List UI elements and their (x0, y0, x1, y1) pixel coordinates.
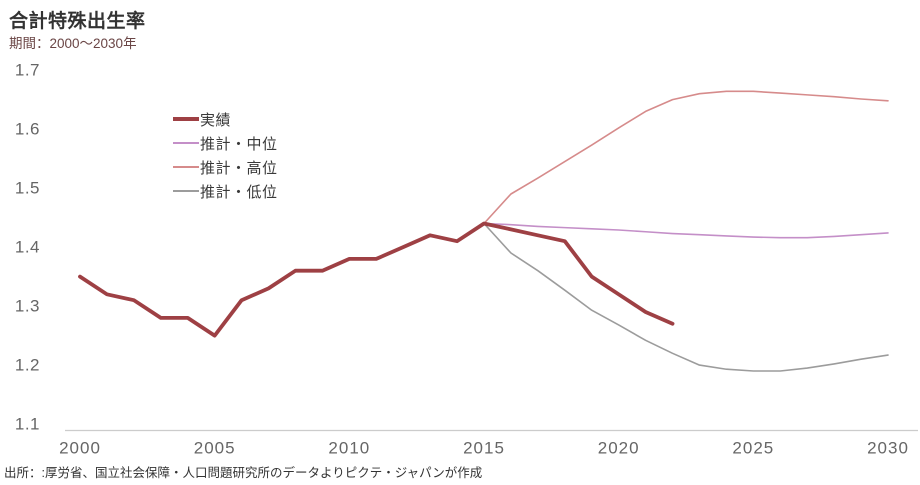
x-axis-tick-label: 2000 (59, 439, 101, 458)
legend-item-actual: 実績 (173, 111, 278, 129)
x-axis-tick-label: 2005 (194, 439, 236, 458)
series-line-projection-low (483, 222, 889, 372)
series-line-projection-medium (483, 222, 889, 239)
y-axis-tick-label: 1.4 (15, 238, 40, 257)
y-axis-tick-label: 1.3 (15, 297, 40, 316)
y-axis-tick-label: 1.2 (15, 356, 40, 375)
page-subtitle: 期間：2000～2030年 (9, 36, 137, 51)
legend-label-projection-high: 推計・高位 (200, 159, 278, 177)
x-axis-tick-label: 2020 (598, 439, 640, 458)
legend-label-actual: 実績 (200, 111, 232, 129)
series-line-projection-high (483, 90, 889, 225)
x-axis-tick-label: 2015 (463, 439, 505, 458)
projection-medium-line-icon (173, 142, 199, 144)
x-axis-tick-label: 2030 (867, 439, 909, 458)
x-axis-tick-label: 2010 (328, 439, 370, 458)
x-axis-tick-label: 2025 (732, 439, 774, 458)
y-axis-tick-label: 1.7 (15, 61, 40, 80)
y-axis-tick-label: 1.6 (15, 120, 40, 139)
legend-item-projection-low: 推計・低位 (173, 183, 278, 201)
legend-label-projection-medium: 推計・中位 (200, 135, 278, 153)
legend-item-projection-medium: 推計・中位 (173, 135, 278, 153)
projection-low-line-icon (173, 190, 199, 192)
legend-item-projection-high: 推計・高位 (173, 159, 278, 177)
series-line-actual (78, 221, 675, 338)
y-axis-tick-label: 1.1 (15, 415, 40, 434)
y-axis-tick-label: 1.5 (15, 179, 40, 198)
projection-high-line-icon (173, 166, 199, 168)
source-note: 出所：:厚労省、国立社会保障・人口問題研究所のデータよりピクテ・ジャパンが作成 (4, 466, 483, 480)
chart-legend: 実績 推計・中位 推計・高位 推計・低位 (173, 111, 278, 201)
actual-line-icon (173, 117, 199, 121)
page-title: 合計特殊出生率 (9, 11, 146, 32)
legend-label-projection-low: 推計・低位 (200, 183, 278, 201)
